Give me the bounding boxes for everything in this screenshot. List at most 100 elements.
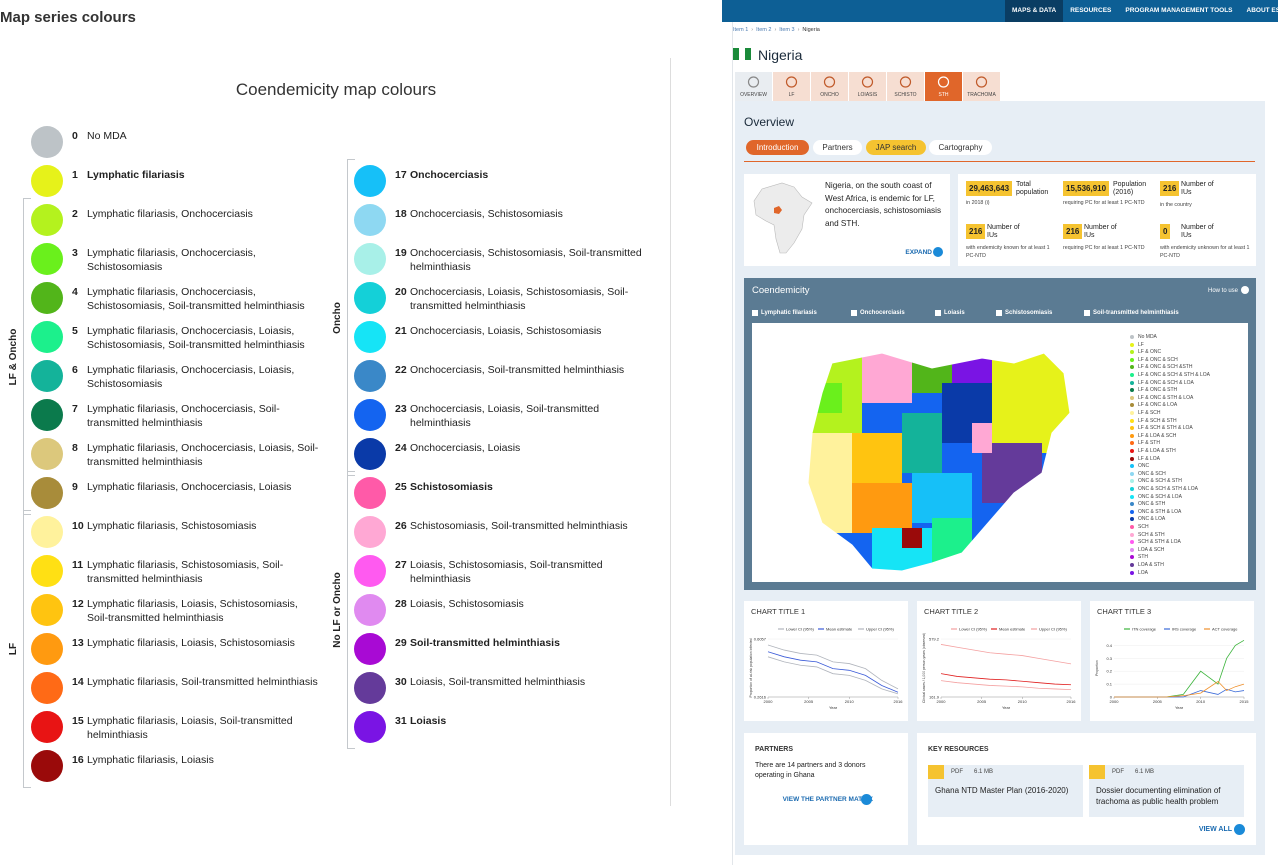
breadcrumb-item[interactable]: Item 3 <box>779 27 795 33</box>
map-legend-dot <box>1130 403 1134 408</box>
stat-label: Number of IUs <box>1181 181 1214 196</box>
map-legend-dot <box>1130 426 1134 431</box>
checkbox[interactable] <box>996 310 1002 316</box>
icon-shape <box>937 76 950 88</box>
checkbox[interactable] <box>851 310 857 316</box>
filter-label[interactable]: Soil-transmitted helminthiasis <box>1093 310 1179 316</box>
map-legend-label: SCH & STH & LOA <box>1138 539 1181 546</box>
filter-label[interactable]: Lymphatic filariasis <box>761 310 817 316</box>
x-tick-label: 2000 <box>937 699 947 704</box>
disease-tab[interactable]: ONCHO <box>811 72 848 101</box>
color-swatch <box>31 321 63 353</box>
subtab[interactable]: JAP search <box>866 140 926 155</box>
nav-item[interactable]: MAPS & DATA <box>1005 0 1064 22</box>
color-swatch <box>354 165 386 197</box>
y-axis-label: Proportion of at-risk population infecte… <box>749 638 753 697</box>
x-tick-label: 2000 <box>764 699 774 704</box>
stat-value: 216 <box>1160 181 1180 196</box>
map-legend-label: LF & STH <box>1138 440 1160 447</box>
map-legend-label: SCH & STH <box>1138 531 1165 538</box>
item-label: Lymphatic filariasis, Loiasis, Soil-tran… <box>87 715 293 741</box>
x-axis-label: Year <box>829 705 838 710</box>
checkbox[interactable] <box>1084 310 1090 316</box>
chart-title: CHART TITLE 3 <box>1097 607 1152 616</box>
map-legend-label: No MDA <box>1138 334 1157 340</box>
item-label: Loiasis, Schistosomiasis <box>410 598 524 610</box>
partners-text: There are 14 partners and 3 donors opera… <box>755 762 866 779</box>
tab-label: ONCHO <box>820 92 839 98</box>
map-legend-dot <box>1130 350 1134 355</box>
disease-tab[interactable]: STH <box>925 72 962 101</box>
icon-shape <box>785 76 798 88</box>
help-icon <box>1241 286 1249 294</box>
x-tick-label: 2016 <box>1067 699 1077 704</box>
tab-icon <box>747 76 760 88</box>
nav-item[interactable]: PROGRAM MANAGEMENT TOOLS <box>1125 7 1233 14</box>
breadcrumb-item[interactable]: Item 2 <box>756 27 772 33</box>
stat-note: with endemicity known for at least 1 PC-… <box>966 245 1050 259</box>
breadcrumb-separator: › <box>751 27 754 33</box>
item-number: 0 <box>72 130 78 142</box>
breadcrumb-item[interactable]: Item 1 <box>733 27 749 33</box>
subtab[interactable]: Cartography <box>929 140 992 155</box>
help-link[interactable]: How to use <box>1207 288 1238 294</box>
y-tick-label: 0 <box>1110 695 1113 700</box>
disease-tab[interactable]: TRACHOMA <box>963 72 1000 101</box>
disease-tab[interactable]: SCHISTO <box>887 72 924 101</box>
map-legend-dot <box>1130 517 1134 522</box>
stat-label: Number of IUs <box>987 224 1020 239</box>
color-swatch <box>31 672 63 704</box>
x-tick-label: 2010 <box>1196 699 1206 704</box>
x-axis-label: Year <box>1002 705 1011 710</box>
chart-card: CHART TITLE 3 0 0.1 0.2 0.3 0.4 2000 2005 2010 20… <box>1090 601 1254 721</box>
stat-note: with endemicity unknown for at least 1 P… <box>1160 245 1250 259</box>
item-number: 21 <box>395 325 407 337</box>
breadcrumb-separator: › <box>774 27 777 33</box>
legend-label: ITN coverage <box>1132 627 1157 632</box>
disease-tab[interactable]: LF <box>773 72 810 101</box>
checkbox[interactable] <box>935 310 941 316</box>
filter-label[interactable]: Loiasis <box>944 310 965 316</box>
nav-item[interactable]: ABOUT ESPEN <box>1246 7 1278 14</box>
map-legend-dot <box>1130 509 1134 514</box>
color-swatch <box>354 360 386 392</box>
stat-label: Population (2016) <box>1113 181 1147 196</box>
series-line <box>767 644 899 690</box>
map-legend-dot <box>1130 335 1134 339</box>
item-number: 10 <box>72 520 84 532</box>
item-number: 31 <box>395 715 407 727</box>
expand-button[interactable]: EXPAND <box>905 249 932 256</box>
item-label: Lymphatic filariasis, Onchocerciasis, So… <box>87 403 280 429</box>
legend-title: Coendemicity map colours <box>235 80 437 99</box>
disease-tab[interactable]: OVERVIEW <box>735 72 772 101</box>
item-number: 12 <box>72 598 84 610</box>
series-line <box>1114 681 1245 698</box>
color-swatch <box>31 243 63 275</box>
item-label: Lymphatic filariasis, Onchocerciasis, Lo… <box>87 325 305 351</box>
item-number: 17 <box>395 169 407 181</box>
nigeria-map <box>807 352 1071 572</box>
color-swatch <box>31 204 63 236</box>
nav-item[interactable]: RESOURCES <box>1070 7 1112 14</box>
subtab[interactable]: Partners <box>813 140 862 155</box>
view-all-link[interactable]: VIEW ALL <box>1198 826 1232 833</box>
item-label: Loiasis, Schistosomiasis, Soil-transmitt… <box>410 559 603 585</box>
partner-link[interactable]: VIEW THE PARTNER MATRIX <box>782 796 873 803</box>
color-swatch <box>31 555 63 587</box>
y-axis-label: Proportion <box>1095 660 1099 676</box>
item-number: 16 <box>72 754 84 766</box>
disease-tab[interactable]: LOIASIS <box>849 72 886 101</box>
item-label: Lymphatic filariasis, Loiasis, Schistoso… <box>87 598 298 624</box>
map-legend-dot <box>1130 395 1134 400</box>
stat-value: 29,463,643 <box>966 181 1013 196</box>
filter-label[interactable]: Onchocerciasis <box>860 310 905 316</box>
resource-card[interactable] <box>1089 765 1244 817</box>
stat-value: 0 <box>1160 224 1171 239</box>
item-number: 25 <box>395 481 407 493</box>
filter-label[interactable]: Schistosomiasis <box>1005 310 1053 316</box>
subtab[interactable]: Introduction <box>746 140 809 155</box>
resource-card[interactable] <box>928 765 1083 817</box>
x-tick-label: 2010 <box>1018 699 1028 704</box>
legend-label: Lower CI (95%) <box>959 627 987 632</box>
checkbox[interactable] <box>752 310 758 316</box>
